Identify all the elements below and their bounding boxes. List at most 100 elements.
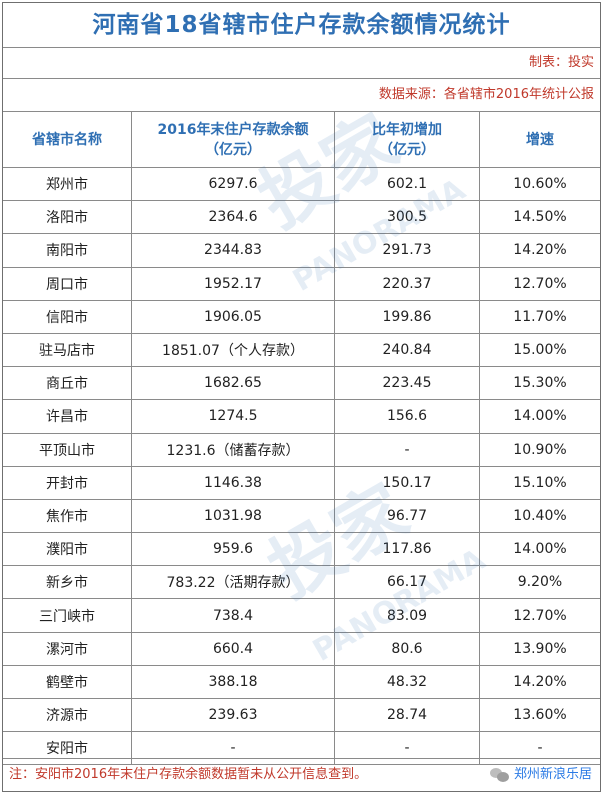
cell-increase: 80.6 [335, 632, 480, 665]
wechat-icon [489, 767, 510, 783]
cell-growth: 13.60% [513, 707, 567, 724]
cell-growth: 10.40% [513, 507, 567, 524]
table-header: 省辖市名称 2016年末住户存款余额 （亿元） 比年初增加 （亿元） 增速 [3, 112, 600, 168]
cell-increase: - [335, 433, 480, 466]
cell-city: 南阳市 [3, 234, 132, 267]
cell-city: 洛阳市 [3, 201, 132, 234]
table-row: 洛阳市 2364.6 300.5 14.50% [3, 201, 600, 235]
header-city-label: 省辖市名称 [32, 131, 102, 148]
cell-growth: 12.70% [513, 607, 567, 624]
cell-balance: 1906.05 [132, 300, 335, 333]
cell-increase: 602.1 [335, 168, 480, 201]
header-increase-line1: 比年初增加 [372, 121, 442, 138]
header-balance: 2016年末住户存款余额 （亿元） [132, 112, 335, 167]
table-row: 济源市 239.63 28.74 13.60% [3, 699, 600, 733]
cell-city: 济源市 [3, 699, 132, 732]
cell-city: 开封市 [3, 466, 132, 499]
account-badge: 郑州新浪乐居 [489, 763, 592, 787]
cell-growth: 14.20% [513, 242, 567, 259]
table-row: 许昌市 1274.5 156.6 14.00% [3, 400, 600, 434]
cell-balance: - [132, 732, 335, 765]
table-row: 信阳市 1906.05 199.86 11.70% [3, 300, 600, 334]
cell-city: 三门峡市 [3, 599, 132, 632]
header-growth: 增速 [480, 112, 600, 167]
cell-increase: - [335, 732, 480, 765]
cell-city: 漯河市 [3, 632, 132, 665]
cell-balance: 6297.6 [132, 168, 335, 201]
cell-increase: 199.86 [335, 300, 480, 333]
cell-increase: 66.17 [335, 566, 480, 599]
cell-growth: 9.20% [517, 574, 563, 591]
cell-growth: 14.00% [513, 408, 567, 425]
cell-increase: 223.45 [335, 367, 480, 400]
cell-increase: 83.09 [335, 599, 480, 632]
cell-balance: 1231.6（储蓄存款） [132, 433, 335, 466]
header-balance-line1: 2016年末住户存款余额 [157, 121, 309, 138]
cell-growth: 10.60% [513, 176, 567, 193]
table-row: 平顶山市 1231.6（储蓄存款） - 10.90% [3, 433, 600, 467]
cell-increase: 117.86 [335, 533, 480, 566]
deposit-table: 省辖市名称 2016年末住户存款余额 （亿元） 比年初增加 （亿元） 增速 郑州… [3, 112, 600, 766]
cell-increase: 96.77 [335, 499, 480, 533]
table-row: 郑州市 6297.6 602.1 10.60% [3, 168, 600, 202]
header-balance-line2: （亿元） [205, 141, 261, 158]
cell-balance: 1031.98 [132, 499, 335, 533]
cell-increase: 240.84 [335, 333, 480, 367]
cell-city: 焦作市 [3, 499, 132, 533]
cell-city: 信阳市 [3, 300, 132, 333]
cell-balance: 2364.6 [132, 201, 335, 234]
cell-balance: 783.22（活期存款） [132, 566, 335, 599]
cell-balance: 239.63 [132, 699, 335, 732]
cell-growth: 13.90% [513, 640, 567, 657]
cell-balance: 2344.83 [132, 234, 335, 267]
cell-growth: 14.50% [513, 209, 567, 226]
header-increase-line2: （亿元） [379, 141, 435, 158]
table-row: 鹤壁市 388.18 48.32 14.20% [3, 665, 600, 699]
cell-balance: 388.18 [132, 665, 335, 698]
cell-growth: 15.00% [513, 342, 567, 359]
table-row: 三门峡市 738.4 83.09 12.70% [3, 599, 600, 633]
cell-city: 新乡市 [3, 566, 132, 599]
cell-increase: 291.73 [335, 234, 480, 267]
cell-growth: 10.90% [513, 441, 567, 458]
page-title: 河南省18省辖市住户存款余额情况统计 [3, 3, 600, 48]
cell-growth: 14.00% [513, 541, 567, 558]
header-city: 省辖市名称 [3, 112, 132, 167]
table-row: 南阳市 2344.83 291.73 14.20% [3, 234, 600, 268]
table-row: 安阳市 - - - [3, 732, 600, 766]
cell-city: 鹤壁市 [3, 665, 132, 698]
cell-city: 驻马店市 [3, 333, 132, 367]
cell-balance: 1146.38 [132, 466, 335, 499]
cell-growth: 12.70% [513, 275, 567, 292]
cell-growth: 14.20% [513, 673, 567, 690]
header-growth-label: 增速 [526, 131, 554, 148]
table-row: 新乡市 783.22（活期存款） 66.17 9.20% [3, 566, 600, 600]
cell-balance: 959.6 [132, 533, 335, 566]
cell-growth: 11.70% [513, 308, 567, 325]
cell-growth: 15.30% [513, 375, 567, 392]
table-row: 驻马店市 1851.07（个人存款） 240.84 15.00% [3, 333, 600, 368]
cell-city: 平顶山市 [3, 433, 132, 466]
cell-city: 濮阳市 [3, 533, 132, 566]
producer-line: 制表：投实 [3, 48, 600, 79]
cell-increase: 156.6 [335, 400, 480, 433]
cell-city: 郑州市 [3, 168, 132, 201]
cell-balance: 660.4 [132, 632, 335, 665]
cell-increase: 28.74 [335, 699, 480, 732]
table-body: 郑州市 6297.6 602.1 10.60% 洛阳市 2364.6 300.5 14.50%… [3, 168, 600, 766]
cell-increase: 48.32 [335, 665, 480, 698]
table-row: 漯河市 660.4 80.6 13.90% [3, 632, 600, 666]
source-line: 数据来源：各省辖市2016年统计公报 [3, 79, 600, 112]
footnote: 注：安阳市2016年末住户存款余额数据暂未从公开信息查到。 [3, 758, 600, 791]
cell-city: 安阳市 [3, 732, 132, 765]
cell-growth: - [537, 740, 543, 757]
table-row: 开封市 1146.38 150.17 15.10% [3, 466, 600, 500]
cell-increase: 220.37 [335, 267, 480, 300]
cell-city: 周口市 [3, 267, 132, 300]
table-row: 周口市 1952.17 220.37 12.70% [3, 267, 600, 301]
cell-increase: 300.5 [335, 201, 480, 234]
cell-balance: 1682.65 [132, 367, 335, 400]
cell-city: 商丘市 [3, 367, 132, 400]
cell-balance: 738.4 [132, 599, 335, 632]
